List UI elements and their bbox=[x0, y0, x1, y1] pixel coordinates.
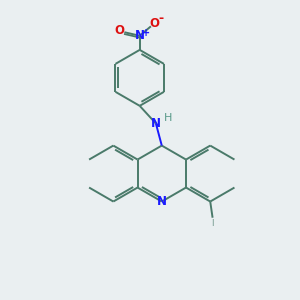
Text: O: O bbox=[149, 17, 159, 30]
Text: +: + bbox=[142, 28, 150, 38]
Text: N: N bbox=[151, 117, 161, 130]
Text: |: | bbox=[212, 219, 214, 226]
Text: N: N bbox=[157, 195, 167, 208]
Text: -: - bbox=[158, 12, 164, 25]
Text: O: O bbox=[114, 24, 124, 37]
Text: N: N bbox=[135, 29, 145, 42]
Text: H: H bbox=[164, 113, 172, 123]
